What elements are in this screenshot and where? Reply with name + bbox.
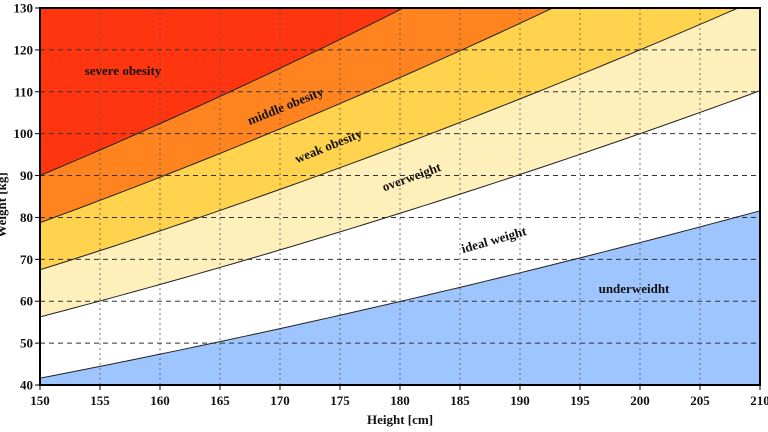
region-underweidht bbox=[40, 210, 760, 385]
label-underweight: underweidht bbox=[599, 281, 670, 296]
y-tick-label: 40 bbox=[20, 378, 33, 393]
x-tick-label: 190 bbox=[510, 393, 530, 408]
x-tick-label: 205 bbox=[690, 393, 710, 408]
y-tick-label: 110 bbox=[14, 84, 33, 99]
y-tick-label: 90 bbox=[20, 168, 33, 183]
label-severe-obesity: severe obesity bbox=[85, 63, 162, 78]
y-tick-label: 70 bbox=[20, 252, 33, 267]
x-tick-label: 170 bbox=[270, 393, 290, 408]
x-tick-label: 180 bbox=[390, 393, 410, 408]
grid-lines bbox=[40, 8, 760, 385]
x-tick-label: 175 bbox=[330, 393, 350, 408]
x-axis-title: Height [cm] bbox=[367, 412, 433, 427]
region-middle-obesity bbox=[40, 8, 553, 223]
axis-ticks: 150 155 160 165 170 175 180 185 190 195 200 205 210 4… bbox=[14, 1, 768, 409]
x-tick-label: 185 bbox=[450, 393, 470, 408]
y-tick-label: 80 bbox=[20, 210, 33, 225]
region-weak-obesity bbox=[40, 8, 738, 270]
x-tick-label: 165 bbox=[210, 393, 230, 408]
y-tick-label: 120 bbox=[14, 42, 34, 57]
x-tick-label: 155 bbox=[90, 393, 110, 408]
x-tick-label: 200 bbox=[630, 393, 650, 408]
y-tick-label: 50 bbox=[20, 336, 33, 351]
y-tick-label: 60 bbox=[20, 294, 33, 309]
x-tick-label: 150 bbox=[30, 393, 50, 408]
bmi-boundary-lines bbox=[40, 8, 760, 379]
y-tick-label: 130 bbox=[14, 1, 34, 16]
x-tick-label: 160 bbox=[150, 393, 170, 408]
x-tick-label: 195 bbox=[570, 393, 590, 408]
y-tick-label: 100 bbox=[14, 126, 34, 141]
x-tick-label: 210 bbox=[750, 393, 768, 408]
y-axis-title: Weight [kg] bbox=[0, 172, 9, 237]
